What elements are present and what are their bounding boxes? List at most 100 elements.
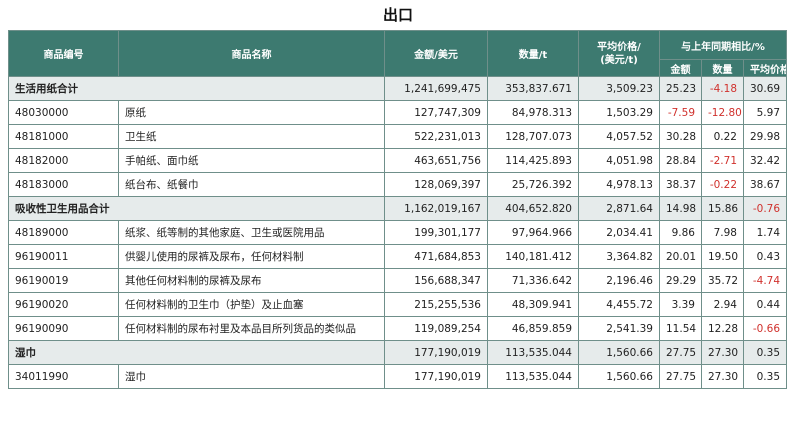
price-cell: 3,364.82 [578,244,660,269]
table-row: 48181000 卫生纸 522,231,013 128,707.073 4,057.5… [8,124,788,149]
price-cell: 4,057.52 [578,124,660,149]
export-table: 商品编号 商品名称 金额/美元 数量/t 平均价格/ (美元/t) 与上年同期相… [8,30,788,389]
amount-cell: 156,688,347 [384,268,488,293]
yoy-price-cell: 1.74 [742,220,788,245]
qty-cell: 113,535.044 [487,340,579,365]
name-cell: 湿巾 [118,364,385,389]
qty-cell: 140,181.412 [487,244,579,269]
code-cell: 48189000 [8,220,119,245]
price-cell: 2,871.64 [578,196,660,221]
header-yoy-price: 平均价格 [742,59,788,77]
yoy-price-cell: 0.44 [742,292,788,317]
table-row: 48189000 纸浆、纸等制的其他家庭、卫生或医院用品 199,301,177 97… [8,220,788,245]
yoy-qty-cell: 7.98 [701,220,744,245]
yoy-qty-cell: 27.30 [701,340,744,365]
code-cell: 34011990 [8,364,119,389]
table-row: 34011990 湿巾 177,190,019 113,535.044 1,560.66… [8,364,788,389]
yoy-qty-cell: 15.86 [701,196,744,221]
group-total-row: 湿巾 177,190,019 113,535.044 1,560.66 27.75 27.… [8,340,788,365]
yoy-amount-cell: 20.01 [659,244,702,269]
group-total-row: 吸收性卫生用品合计 1,162,019,167 404,652.820 2,871.6… [8,196,788,221]
price-cell: 2,541.39 [578,316,660,341]
price-cell: 4,455.72 [578,292,660,317]
amount-cell: 127,747,309 [384,100,488,125]
amount-cell: 463,651,756 [384,148,488,173]
price-cell: 1,503.29 [578,100,660,125]
yoy-amount-cell: 28.84 [659,148,702,173]
name-cell: 任何材料制的尿布衬里及本品目所列货品的类似品 [118,316,385,341]
yoy-amount-cell: 14.98 [659,196,702,221]
qty-cell: 25,726.392 [487,172,579,197]
name-cell: 原纸 [118,100,385,125]
yoy-price-cell: -0.66 [742,316,788,341]
yoy-price-cell: 0.35 [742,340,788,365]
name-cell: 纸台布、纸餐巾 [118,172,385,197]
yoy-qty-cell: 0.22 [701,124,744,149]
qty-cell: 48,309.941 [487,292,579,317]
price-cell: 2,034.41 [578,220,660,245]
name-cell: 供婴儿使用的尿裤及尿布，任何材料制 [118,244,385,269]
header-code: 商品编号 [8,30,119,77]
table-body: 生活用纸合计 1,241,699,475 353,837.671 3,509.23 25… [8,76,788,389]
yoy-qty-cell: 12.28 [701,316,744,341]
table-row: 96190020 任何材料制的卫生巾（护垫）及止血塞 215,255,536 48,3… [8,292,788,317]
amount-cell: 199,301,177 [384,220,488,245]
yoy-amount-cell: 9.86 [659,220,702,245]
yoy-price-cell: 30.69 [742,76,788,101]
header-yoy-amount: 金额 [659,59,702,77]
yoy-qty-cell: -4.18 [701,76,744,101]
yoy-price-cell: 0.35 [742,364,788,389]
group-label-cell: 吸收性卫生用品合计 [8,196,385,221]
amount-cell: 1,241,699,475 [384,76,488,101]
yoy-amount-cell: -7.59 [659,100,702,125]
yoy-price-cell: 32.42 [742,148,788,173]
price-cell: 4,978.13 [578,172,660,197]
yoy-amount-cell: 27.75 [659,340,702,365]
code-cell: 48030000 [8,100,119,125]
code-cell: 96190019 [8,268,119,293]
yoy-qty-cell: 2.94 [701,292,744,317]
table-row: 48030000 原纸 127,747,309 84,978.313 1,503.29-… [8,100,788,125]
amount-cell: 119,089,254 [384,316,488,341]
code-cell: 96190020 [8,292,119,317]
amount-cell: 1,162,019,167 [384,196,488,221]
name-cell: 任何材料制的卫生巾（护垫）及止血塞 [118,292,385,317]
qty-cell: 114,425.893 [487,148,579,173]
table-row: 96190019 其他任何材料制的尿裤及尿布 156,688,347 71,336.6… [8,268,788,293]
yoy-qty-cell: 19.50 [701,244,744,269]
code-cell: 48181000 [8,124,119,149]
name-cell: 纸浆、纸等制的其他家庭、卫生或医院用品 [118,220,385,245]
yoy-qty-cell: -0.22 [701,172,744,197]
yoy-price-cell: 38.67 [742,172,788,197]
yoy-amount-cell: 29.29 [659,268,702,293]
qty-cell: 46,859.859 [487,316,579,341]
group-total-row: 生活用纸合计 1,241,699,475 353,837.671 3,509.23 25… [8,76,788,101]
name-cell: 卫生纸 [118,124,385,149]
table-row: 96190090 任何材料制的尿布衬里及本品目所列货品的类似品 119,089,25… [8,316,788,341]
amount-cell: 522,231,013 [384,124,488,149]
header-name: 商品名称 [118,30,385,77]
qty-cell: 404,652.820 [487,196,579,221]
amount-cell: 128,069,397 [384,172,488,197]
qty-cell: 113,535.044 [487,364,579,389]
price-cell: 2,196.46 [578,268,660,293]
header-amount: 金额/美元 [384,30,488,77]
yoy-amount-cell: 25.23 [659,76,702,101]
amount-cell: 177,190,019 [384,340,488,365]
header-yoy: 与上年同期相比/% [658,30,788,60]
yoy-price-cell: -0.76 [742,196,788,221]
yoy-amount-cell: 38.37 [659,172,702,197]
table-row: 48182000 手帕纸、面巾纸 463,651,756 114,425.893 4,0… [8,148,788,173]
table-row: 96190011 供婴儿使用的尿裤及尿布，任何材料制 471,684,853 140,… [8,244,788,269]
price-cell: 4,051.98 [578,148,660,173]
code-cell: 96190090 [8,316,119,341]
qty-cell: 353,837.671 [487,76,579,101]
qty-cell: 71,336.642 [487,268,579,293]
yoy-amount-cell: 11.54 [659,316,702,341]
price-cell: 3,509.23 [578,76,660,101]
header-yoy-qty: 数量 [701,59,744,77]
yoy-price-cell: -4.74 [742,268,788,293]
table-row: 48183000 纸台布、纸餐巾 128,069,397 25,726.392 4,97… [8,172,788,197]
yoy-qty-cell: 35.72 [701,268,744,293]
qty-cell: 128,707.073 [487,124,579,149]
